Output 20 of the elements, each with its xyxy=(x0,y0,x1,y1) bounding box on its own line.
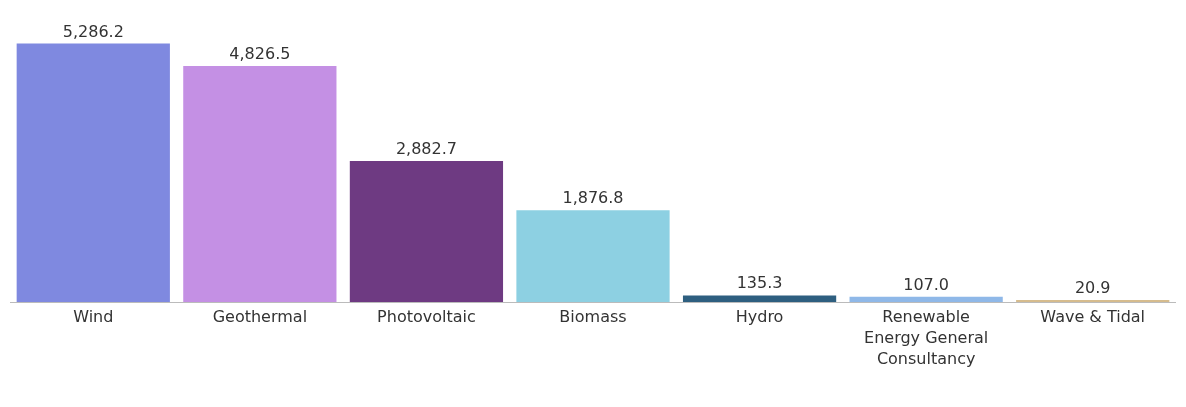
x-tick-label: Wave & Tidal xyxy=(1040,307,1146,327)
bar xyxy=(183,66,337,302)
data-label: 4,826.5 xyxy=(229,44,291,64)
x-tick-label: Renewable Energy General Consultancy xyxy=(864,307,989,368)
x-tick-label: Geothermal xyxy=(212,307,308,327)
bar xyxy=(682,295,837,302)
x-tick-label: Wind xyxy=(73,307,114,327)
bar xyxy=(16,43,170,302)
x-tick-label: Biomass xyxy=(559,307,627,327)
bar xyxy=(349,161,504,302)
data-label: 20.9 xyxy=(1074,278,1111,297)
x-tick-label: Photovoltaic xyxy=(377,307,476,327)
data-label: 107.0 xyxy=(903,274,950,294)
bar xyxy=(849,296,1003,302)
data-label: 1,876.8 xyxy=(562,188,624,208)
data-label: 5,286.2 xyxy=(62,21,124,41)
data-label: 2,882.7 xyxy=(395,139,457,159)
bar xyxy=(516,210,670,302)
data-label: 135.3 xyxy=(736,273,783,293)
x-tick-label: Hydro xyxy=(735,307,784,327)
